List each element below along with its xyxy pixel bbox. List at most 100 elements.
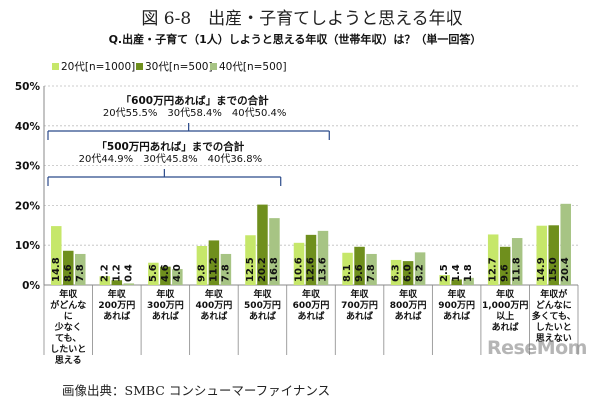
category-label-5-line-2: あれば (297, 310, 324, 322)
bar-value-label-s2-c8: 1.8 (463, 264, 474, 282)
category-label-2-line-2: あれば (152, 310, 179, 322)
bar-s2-c6 (366, 253, 377, 285)
bar-s2-c7 (414, 252, 426, 285)
bar-value-label-s0-c3: 9.8 (196, 264, 207, 282)
y-tick-label-4: 40% (15, 121, 41, 133)
bar-s1-c5 (305, 234, 317, 285)
category-label-0-line-6: 思える (55, 355, 82, 366)
bar-s0-c1 (99, 276, 111, 285)
category-label-4-line-0: 年収 (253, 288, 272, 300)
bar-s0-c3 (196, 245, 208, 285)
legend-swatch-0 (52, 63, 59, 70)
category-label-0-line-3: 少なく (54, 321, 82, 333)
bar-s1-c2 (160, 266, 171, 285)
bar-value-label-s2-c2: 4.0 (172, 264, 183, 282)
category-label-7-line-1: 800万円 (390, 300, 427, 311)
category-label-5-line-0: 年収 (302, 288, 321, 300)
bar-s2-c4 (269, 218, 280, 285)
bar-value-label-s2-c4: 16.8 (269, 257, 280, 282)
bar-value-label-s0-c8: 2.5 (439, 264, 450, 282)
category-label-2-line-1: 300万円 (147, 300, 184, 311)
bar-value-label-s1-c10: 15.0 (548, 257, 559, 282)
watermark-logo: ReseMom (487, 337, 587, 359)
category-label-1-line-2: あれば (103, 310, 130, 322)
legend-label-0: 20代[n=1000] (61, 61, 135, 73)
bar-value-label-s1-c5: 12.6 (306, 257, 317, 282)
legend-swatch-2 (210, 63, 217, 70)
bar-s0-c5 (293, 242, 305, 285)
category-label-7-line-2: あれば (395, 310, 422, 322)
category-label-9-line-2: 以上 (496, 310, 514, 322)
bar-s2-c0 (75, 253, 86, 285)
category-label-6-line-1: 700万円 (341, 300, 378, 311)
bar-s0-c2 (148, 262, 159, 285)
bar-value-label-s0-c0: 14.8 (51, 257, 62, 282)
category-label-0-line-2: に (64, 311, 73, 322)
bar-value-label-s0-c1: 2.2 (99, 264, 110, 282)
chart-subtitle: Q.出産・子育て（1人）しようと思える年収（世帯年収）は？（単一回答） (109, 32, 482, 46)
category-label-0-line-0: 年収 (59, 288, 78, 300)
category-label-9-line-1: 1,000万円 (482, 300, 528, 311)
bar-s0-c7 (390, 259, 402, 285)
bar-s0-c6 (342, 252, 353, 285)
category-label-8-line-0: 年収 (448, 288, 467, 300)
annotation-label-0: 「600万円あれば」までの合計 (121, 94, 269, 107)
category-label-0-line-4: ても、 (55, 333, 81, 344)
bar-s1-c10 (548, 225, 559, 285)
category-label-10-line-2: 多くても、 (532, 310, 576, 322)
bar-s0-c10 (536, 225, 547, 285)
y-tick-label-1: 10% (15, 240, 41, 252)
category-label-3-line-0: 年収 (205, 288, 224, 300)
category-label-1-line-0: 年収 (108, 288, 127, 300)
annotation-label-1: 「500万円あれば」までの合計 (96, 140, 244, 153)
source-caption: 画像出典：SMBC コンシューマーファイナンス (62, 383, 331, 398)
category-label-0-line-1: がどんな (50, 299, 86, 311)
bar-s1-c4 (257, 204, 268, 285)
bar-value-label-s1-c0: 8.6 (63, 264, 74, 282)
category-label-9-line-0: 年収 (496, 288, 515, 300)
bar-s2-c10 (560, 203, 571, 285)
bar-s1-c9 (499, 246, 511, 285)
bar-value-label-s0-c4: 12.5 (245, 257, 256, 282)
y-tick-label-2: 20% (15, 200, 41, 212)
bar-value-label-s1-c7: 6.0 (403, 264, 414, 282)
category-label-10-line-1: どんなに (536, 299, 572, 311)
y-tick-label-5: 50% (15, 81, 41, 93)
bar-s0-c8 (439, 275, 450, 285)
category-label-7-line-0: 年収 (399, 288, 418, 300)
bar-value-label-s0-c10: 14.9 (536, 257, 547, 282)
bar-value-label-s1-c2: 4.6 (160, 264, 171, 282)
bar-value-label-s2-c1: 0.4 (123, 264, 134, 282)
bar-s1-c1 (111, 280, 123, 285)
bar-s1-c3 (208, 240, 220, 285)
category-label-4-line-1: 500万円 (244, 300, 281, 311)
bar-value-label-s2-c7: 8.2 (415, 264, 426, 282)
category-label-4-line-2: あれば (249, 310, 276, 322)
bar-s0-c0 (51, 226, 62, 285)
bar-s1-c0 (63, 250, 74, 285)
bar-s2-c1 (123, 283, 135, 285)
bar-s2-c2 (172, 269, 183, 285)
category-label-8-line-1: 900万円 (438, 300, 475, 311)
bar-s0-c9 (487, 234, 499, 285)
legend-label-2: 40代[n=500] (219, 61, 287, 73)
bar-value-label-s0-c2: 5.6 (148, 264, 159, 282)
bar-value-label-s2-c9: 11.8 (512, 257, 523, 282)
category-label-6-line-0: 年収 (351, 288, 370, 300)
bar-s1-c7 (402, 261, 414, 285)
category-label-1-line-1: 200万円 (98, 300, 135, 311)
bar-s2-c3 (220, 253, 232, 285)
bar-value-label-s2-c10: 20.4 (560, 257, 571, 282)
category-label-10-line-3: したいと (536, 322, 572, 333)
category-label-5-line-1: 600万円 (293, 300, 330, 311)
bar-s1-c8 (451, 279, 462, 285)
bar-value-label-s1-c9: 9.6 (500, 264, 511, 282)
category-label-3-line-2: あれば (200, 310, 227, 322)
category-label-3-line-1: 400万円 (196, 300, 233, 311)
legend-label-1: 30代[n=500] (145, 61, 213, 73)
bar-s2-c8 (463, 277, 474, 285)
bar-value-label-s0-c7: 6.3 (391, 264, 402, 282)
legend-swatch-1 (136, 63, 143, 70)
bar-value-label-s0-c9: 12.7 (488, 257, 499, 282)
bar-value-label-s1-c6: 9.6 (354, 264, 365, 282)
